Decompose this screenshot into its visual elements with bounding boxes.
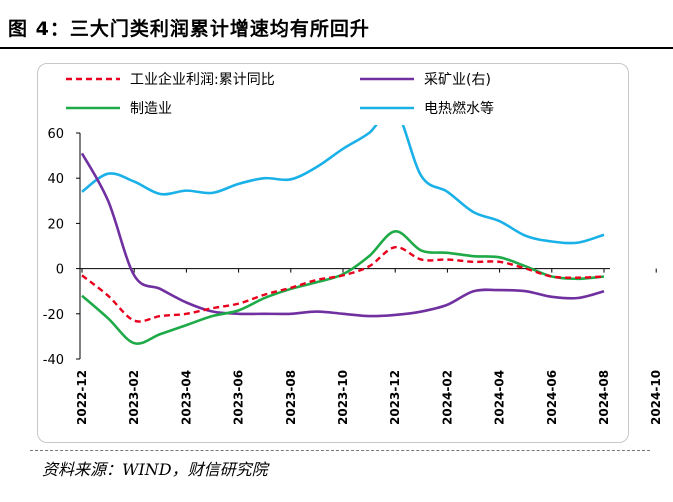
chart-frame xyxy=(37,63,629,443)
y-tick-label: 60 xyxy=(47,127,64,142)
series-lines xyxy=(80,125,605,345)
source-divider xyxy=(30,450,650,451)
series-line-2 xyxy=(81,230,605,345)
legend-label: 制造业 xyxy=(130,101,172,117)
y-tick-labels: -40 -20 0 20 40 60 xyxy=(43,127,64,368)
y-tick-label: 40 xyxy=(47,172,64,187)
x-tick-label: 2023-06 xyxy=(232,370,246,425)
x-tick-labels: 2022-12 2023-02 2023-04 2023-06 2023-08 2023-… xyxy=(75,370,663,425)
x-tick-label: 2022-12 xyxy=(75,370,89,425)
x-tick-label: 2023-10 xyxy=(336,370,350,425)
x-tick-label: 2024-04 xyxy=(493,370,507,425)
y-tick-label: 20 xyxy=(47,217,64,232)
source-note: 资料来源：WIND，财信研究院 xyxy=(42,460,268,479)
x-tick-label: 2024-08 xyxy=(597,370,611,425)
y-tick-label: -40 xyxy=(43,353,64,368)
y-tick-label: 0 xyxy=(56,263,64,278)
x-tick-label: 2023-12 xyxy=(388,370,402,425)
x-tick-label: 2024-06 xyxy=(545,370,559,425)
legend-label: 工业企业利润:累计同比 xyxy=(130,71,275,88)
legend-label: 采矿业(右) xyxy=(424,72,491,88)
x-tick-label: 2023-02 xyxy=(127,370,141,425)
series-line-3 xyxy=(81,125,605,245)
legend: 工业企业利润:累计同比 采矿业(右) 制造业 电热燃水等 xyxy=(66,71,494,117)
series-line-1 xyxy=(80,152,605,318)
x-tick-label: 2023-08 xyxy=(284,370,298,425)
chart-title: 图 4：三大门类利润累计增速均有所回升 xyxy=(8,18,370,40)
title-underline xyxy=(0,47,673,49)
axes xyxy=(76,132,657,360)
x-tick-label: 2024-02 xyxy=(440,370,454,425)
x-tick-label: 2024-10 xyxy=(649,370,663,425)
legend-label: 电热燃水等 xyxy=(424,100,494,117)
y-tick-label: -20 xyxy=(43,308,64,323)
x-tick-label: 2023-04 xyxy=(179,370,193,425)
series-line-0 xyxy=(81,245,605,323)
